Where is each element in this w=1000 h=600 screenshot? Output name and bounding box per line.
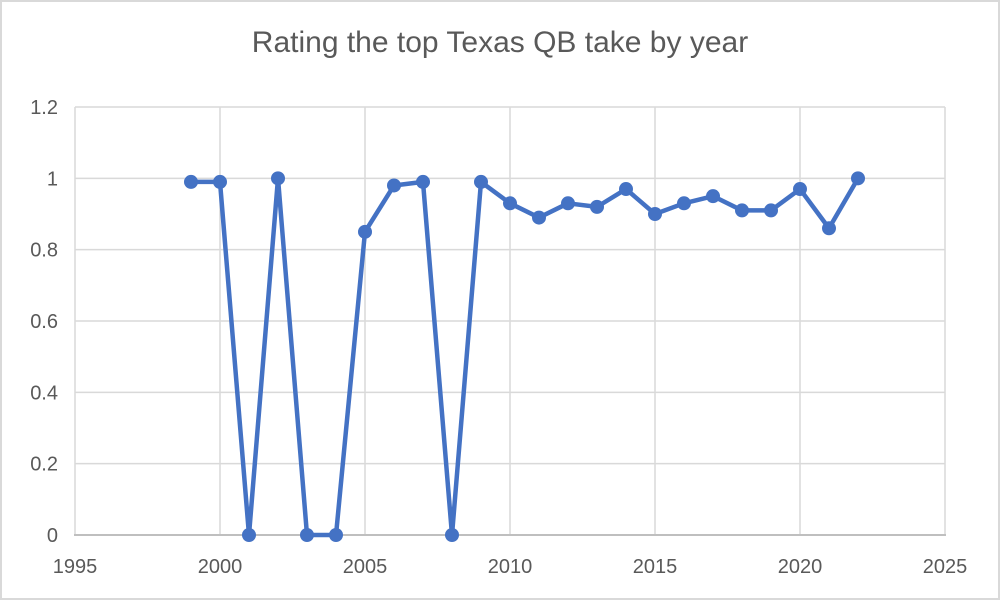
data-point-marker	[706, 189, 720, 204]
data-point-marker	[590, 199, 604, 214]
data-point-marker	[793, 182, 807, 197]
data-point-marker	[445, 528, 459, 542]
data-series-line	[188, 176, 861, 538]
x-axis-tick-label: 2005	[343, 556, 388, 578]
y-axis-tick-label: 0.6	[30, 311, 58, 333]
data-point-marker	[242, 528, 256, 542]
data-point-marker	[764, 203, 778, 218]
data-point-marker	[677, 196, 691, 211]
x-axis-tick-label: 2015	[633, 556, 678, 578]
y-axis-tick-label: 1	[47, 168, 58, 190]
data-point-marker	[648, 207, 662, 221]
y-axis-tick-label: 0.4	[30, 382, 58, 404]
data-point-marker	[271, 171, 285, 186]
data-point-marker	[416, 174, 430, 189]
data-point-marker	[503, 196, 517, 211]
data-point-marker	[329, 528, 343, 542]
data-point-marker	[735, 203, 749, 218]
x-axis-tick-label: 2010	[488, 556, 533, 578]
data-point-marker	[184, 174, 198, 189]
data-point-marker	[300, 528, 314, 542]
data-point-marker	[822, 221, 836, 236]
x-axis-tick-label: 2000	[198, 556, 243, 578]
y-axis-tick-label: 0.2	[30, 454, 58, 476]
x-axis-tick-label: 2025	[923, 556, 968, 578]
data-point-marker	[387, 178, 401, 193]
data-point-marker	[358, 224, 372, 239]
data-point-marker	[619, 182, 633, 197]
data-point-marker	[213, 174, 227, 189]
data-point-marker	[851, 171, 865, 186]
data-point-marker	[561, 196, 575, 211]
y-axis-tick-label: 0.8	[30, 240, 58, 262]
x-axis-tick-label: 1995	[53, 556, 98, 578]
chart-title: Rating the top Texas QB take by year	[251, 26, 749, 59]
x-axis-tick-label: 2020	[778, 556, 823, 578]
y-axis-tick-label: 1.2	[30, 97, 58, 119]
y-axis-tick-label: 0	[47, 525, 58, 547]
data-point-marker	[532, 210, 546, 225]
data-point-marker	[474, 174, 488, 189]
